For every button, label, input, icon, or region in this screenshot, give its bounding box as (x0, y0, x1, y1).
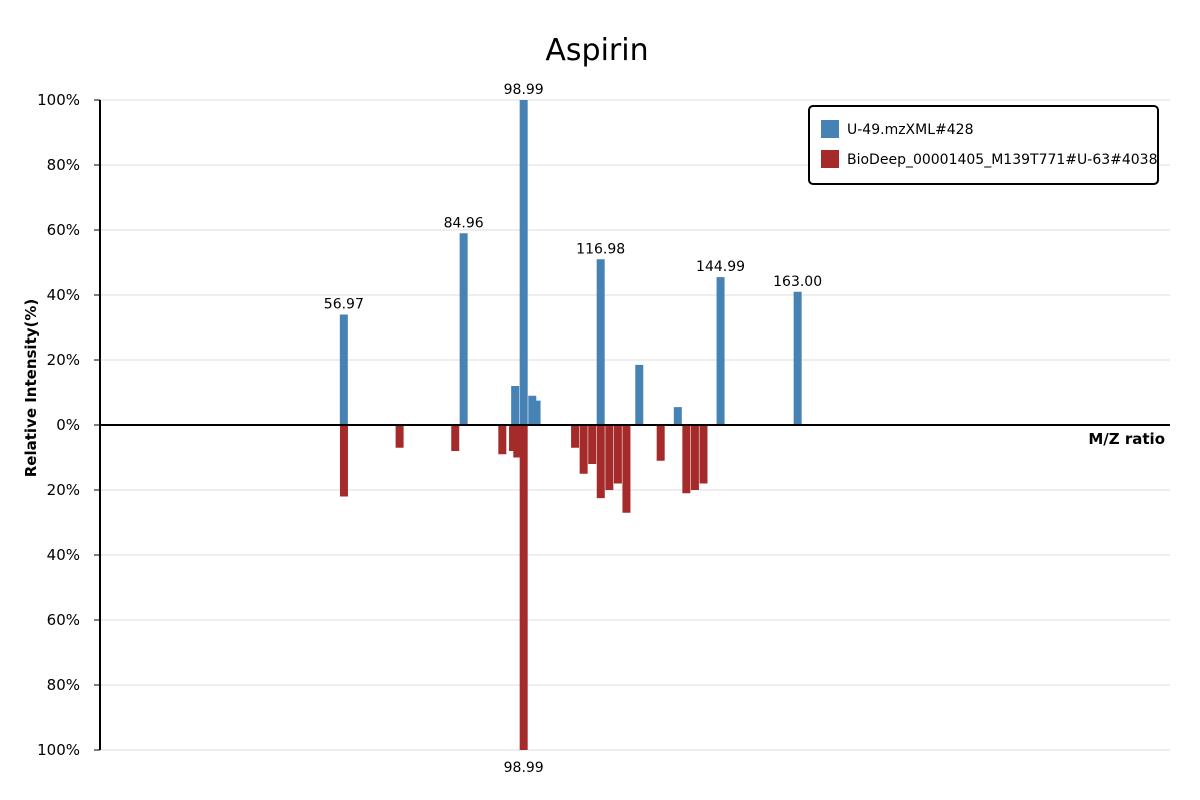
reference-peak-bar (635, 364, 644, 425)
chart-title: Aspirin (545, 33, 648, 68)
y-tick-label: 60% (47, 611, 80, 629)
peak-label: 163.00 (773, 274, 822, 290)
library-spectrum-bars (339, 425, 708, 750)
library-peak-bar (498, 425, 507, 455)
library-peak-bar (451, 425, 460, 451)
peak-label: 116.98 (576, 241, 625, 257)
legend: U-49.mzXML#428 BioDeep_00001405_M139T771… (808, 105, 1159, 185)
reference-peak-bar (716, 277, 725, 425)
library-peak-bar (571, 425, 580, 448)
library-peak-bar (605, 425, 614, 490)
legend-box (808, 105, 1159, 185)
reference-peak-bar (793, 291, 802, 425)
library-peak-bar (395, 425, 404, 448)
y-tick-labels: 100% 80% 60% 40% 20% 0% 20% 40% 60% 80% 100% (37, 91, 100, 759)
peak-label: 84.96 (444, 215, 484, 231)
library-peak-bar (509, 425, 518, 451)
reference-peak-bar (596, 259, 605, 425)
y-tick-label: 60% (47, 221, 80, 239)
library-peak-bar (622, 425, 631, 513)
y-tick-label: 80% (47, 156, 80, 174)
library-peak-bar (699, 425, 708, 484)
library-peak-bar (682, 425, 691, 494)
y-tick-label: 40% (47, 286, 80, 304)
gridlines (100, 99, 1170, 751)
y-tick-label: 100% (37, 91, 80, 109)
reference-peak-bar (532, 400, 541, 425)
peak-label: 144.99 (696, 259, 745, 275)
reference-peak-bar (459, 233, 468, 425)
library-peak-bar (588, 425, 597, 464)
peak-label: 98.99 (504, 82, 544, 98)
y-tick-label: 20% (47, 351, 80, 369)
legend-label-library: BioDeep_00001405_M139T771#U-63#4038 (847, 152, 1158, 168)
library-peak-bar (513, 425, 522, 458)
library-peak-bar (339, 425, 348, 497)
library-peak-bar (690, 425, 699, 490)
reference-peak-bar (673, 407, 682, 425)
legend-label-reference: U-49.mzXML#428 (847, 122, 973, 138)
reference-peak-bar (519, 100, 528, 425)
y-tick-label: 40% (47, 546, 80, 564)
library-peak-bar (596, 425, 605, 499)
y-axis-title: Relative Intensity(%) (22, 299, 40, 478)
x-axis-title: M/Z ratio (1088, 430, 1165, 448)
y-tick-label: 20% (47, 481, 80, 499)
y-tick-label: 80% (47, 676, 80, 694)
reference-peak-bar (528, 395, 537, 425)
reference-peak-bar (511, 386, 520, 425)
library-peak-bar (579, 425, 588, 474)
legend-swatch-library (821, 150, 839, 168)
legend-swatch-reference (821, 120, 839, 138)
library-peak-bar (519, 425, 528, 750)
peak-labels: 56.97 84.96 98.99 116.98 144.99 163.00 98.99 (324, 82, 822, 776)
library-peak-bar (656, 425, 665, 461)
peak-label: 56.97 (324, 297, 364, 313)
reference-peak-bar (339, 314, 348, 425)
library-peak-bar (613, 425, 622, 484)
y-tick-label: 100% (37, 741, 80, 759)
y-tick-label: 0% (56, 416, 80, 434)
peak-label: 98.99 (504, 760, 544, 776)
reference-spectrum-bars (339, 100, 802, 425)
